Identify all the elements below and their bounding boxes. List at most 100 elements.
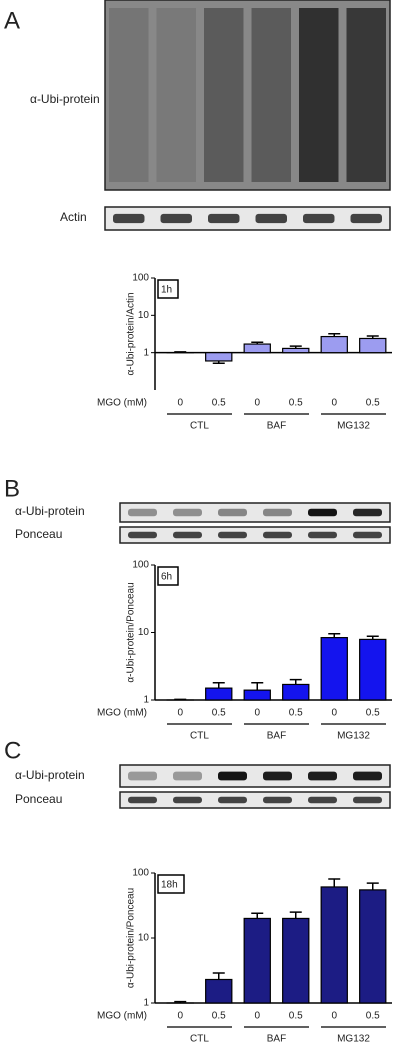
error-bar [289, 345, 302, 349]
error-bar [289, 678, 302, 685]
x-tick-label: 0 [177, 398, 183, 409]
time-label: 1h [161, 285, 172, 296]
error-bar [212, 682, 225, 689]
bar [359, 337, 387, 354]
blot-label: α-Ubi-protein [30, 92, 100, 106]
error-bar [212, 360, 225, 365]
error-bar [212, 972, 225, 980]
blot-band [308, 796, 337, 804]
x-tick-label: 0.5 [366, 1011, 380, 1022]
blot-band [263, 796, 292, 804]
group-label: BAF [267, 1034, 286, 1045]
error-bar [174, 698, 187, 701]
blot-band [128, 771, 157, 781]
blot-band [218, 771, 247, 781]
blot-band [353, 531, 382, 539]
panel-label: B [4, 475, 20, 502]
x-tick-label: 0.5 [366, 708, 380, 719]
bar [320, 886, 348, 1004]
error-bar [174, 351, 187, 353]
blot-band [208, 213, 240, 224]
blot-label: α-Ubi-protein [15, 504, 85, 518]
blot-band [113, 213, 145, 224]
x-tick-label: 0.5 [212, 1011, 226, 1022]
bar [205, 978, 233, 1004]
bar [359, 638, 387, 701]
group-label: CTL [190, 421, 209, 432]
y-tick-label: 100 [132, 868, 149, 879]
x-axis-label: MGO (mM) [97, 708, 147, 719]
group-label: CTL [190, 1034, 209, 1045]
blot-label: Actin [60, 210, 87, 224]
panel-label: C [4, 737, 21, 764]
blot-label: α-Ubi-protein [15, 768, 85, 782]
y-tick-label: 10 [138, 933, 150, 944]
group-label: BAF [267, 421, 286, 432]
group-label: BAF [267, 731, 286, 742]
bar [282, 347, 310, 354]
x-tick-label: 0.5 [212, 708, 226, 719]
blot-band [173, 508, 202, 517]
blot-frame [119, 526, 391, 544]
blot-band [303, 213, 335, 224]
blot-band [353, 508, 382, 517]
error-bar [289, 911, 302, 919]
bar [205, 352, 233, 362]
x-tick-label: 0 [331, 398, 337, 409]
error-bar [328, 632, 341, 638]
bar [359, 889, 387, 1004]
blot-band [308, 531, 337, 539]
error-bar [251, 912, 264, 919]
x-tick-label: 0 [177, 708, 183, 719]
x-tick-label: 0 [254, 398, 260, 409]
blot-lane [109, 8, 149, 182]
blot-lane [346, 8, 386, 182]
blot-band [308, 771, 337, 781]
y-tick-label: 10 [138, 627, 150, 638]
error-bar [251, 341, 264, 345]
error-bar [328, 878, 341, 887]
time-box [157, 279, 179, 299]
y-tick-label: 100 [132, 273, 149, 284]
bar [320, 637, 348, 701]
blot-band [308, 508, 337, 517]
blot-frame [119, 502, 391, 523]
y-axis-label: α-Ubi-protein/Ponceau [126, 582, 137, 682]
x-tick-label: 0.5 [366, 398, 380, 409]
y-tick-label: 1 [143, 998, 149, 1009]
x-axis-label: MGO (mM) [97, 398, 147, 409]
panel-label: A [4, 7, 20, 34]
bar [243, 689, 271, 701]
blot-band [173, 771, 202, 781]
bar [282, 683, 310, 701]
blot-band [350, 213, 382, 224]
blot-band [218, 796, 247, 804]
error-bar [366, 335, 379, 339]
blot-frame [119, 791, 391, 809]
blot-band [263, 531, 292, 539]
time-box [157, 874, 185, 894]
y-tick-label: 10 [138, 310, 150, 321]
blot-frame [104, 0, 391, 191]
bar [243, 343, 271, 354]
blot-band [128, 508, 157, 517]
blot-band [173, 796, 202, 804]
x-tick-label: 0.5 [289, 1011, 303, 1022]
x-axis-label: MGO (mM) [97, 1011, 147, 1022]
error-bar [366, 635, 379, 640]
y-axis-label: α-Ubi-protein/Ponceau [126, 888, 137, 988]
x-tick-label: 0 [254, 708, 260, 719]
time-box [157, 566, 179, 586]
blot-lane [299, 8, 339, 182]
x-tick-label: 0 [331, 708, 337, 719]
blot-label: Ponceau [15, 527, 62, 541]
blot-band [353, 771, 382, 781]
x-tick-label: 0 [254, 1011, 260, 1022]
group-label: MG132 [337, 1034, 370, 1045]
x-tick-label: 0 [331, 1011, 337, 1022]
blot-frame [104, 206, 391, 231]
blot-band [353, 796, 382, 804]
blot-band [160, 213, 192, 224]
blot-band [128, 796, 157, 804]
